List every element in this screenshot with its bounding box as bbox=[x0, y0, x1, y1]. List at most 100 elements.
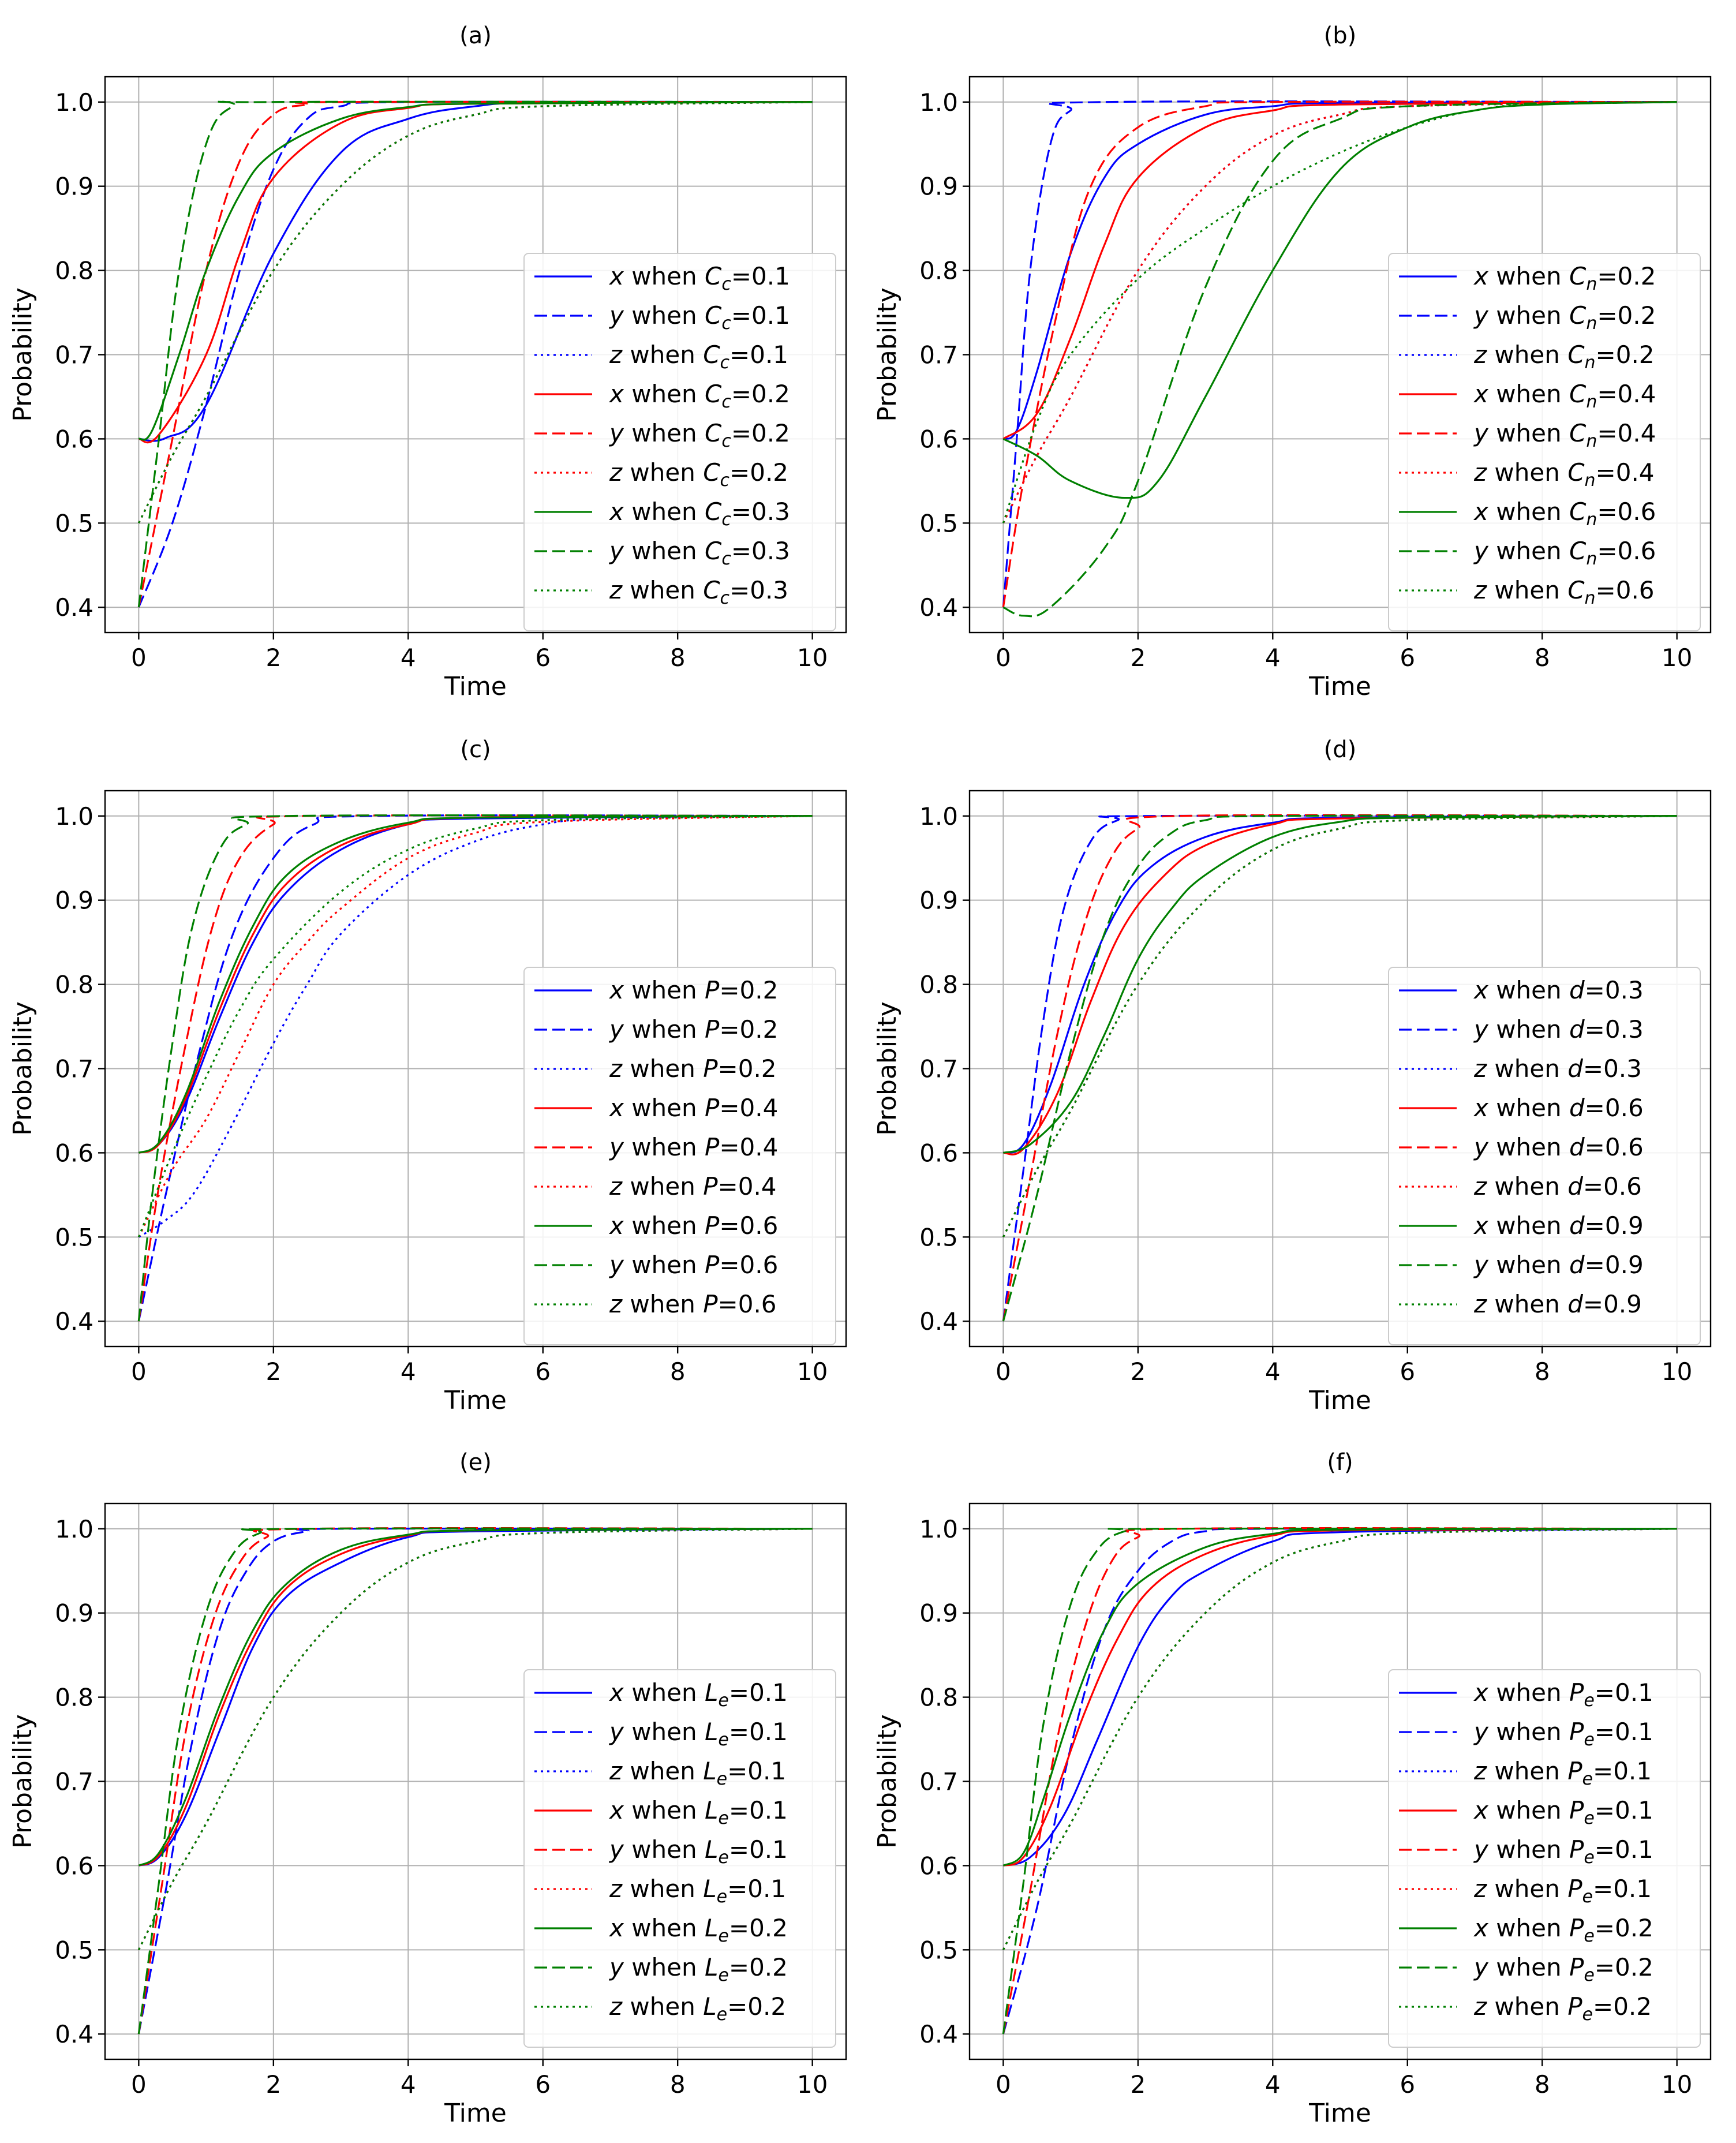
legend-entry: y when P=0.2 bbox=[608, 1015, 778, 1044]
legend-entry: z when Le=0.1 bbox=[609, 1757, 786, 1789]
legend: x when Pe=0.1 y when Pe=0.1 z when Pe=0.1 x… bbox=[1388, 1669, 1701, 2048]
x-tick-label: 6 bbox=[1400, 1357, 1415, 1386]
y-tick-label: 0.6 bbox=[55, 1852, 93, 1880]
series-line-y-0000ff bbox=[137, 814, 813, 1322]
y-tick-label: 0.8 bbox=[919, 1684, 958, 1712]
legend-entry: x when P=0.6 bbox=[608, 1211, 778, 1240]
series-lines bbox=[137, 814, 813, 1322]
y-tick-label: 0.6 bbox=[55, 425, 93, 453]
series-line-x-008000 bbox=[138, 101, 813, 441]
x-axis-label: Time bbox=[1308, 2099, 1371, 2128]
legend-entry: y when Cc=0.3 bbox=[608, 537, 790, 569]
chart-panel-4: (d) 0 2 4 6 8 10 0.4 0.5 0.6 0.7 0.8 0.9 1.0 Time Proba… bbox=[873, 736, 1712, 1415]
x-tick-label: 8 bbox=[670, 2070, 686, 2099]
series-line-y-0000ff bbox=[1002, 100, 1677, 608]
y-tick-label: 1.0 bbox=[55, 802, 93, 831]
series-line-y-ff0000 bbox=[1002, 100, 1677, 608]
y-tick-label: 0.5 bbox=[919, 509, 958, 537]
panel-title: (c) bbox=[460, 736, 491, 763]
series-line-z-ff0000 bbox=[137, 815, 813, 1238]
x-tick-label: 0 bbox=[131, 644, 147, 672]
x-tick-label: 10 bbox=[797, 1357, 828, 1386]
x-tick-label: 2 bbox=[1130, 1357, 1146, 1386]
y-tick-label: 0.5 bbox=[919, 1223, 958, 1251]
panel-title: (e) bbox=[459, 1449, 492, 1476]
series-line-y-008000 bbox=[1002, 814, 1677, 1322]
y-tick-label: 0.9 bbox=[55, 1599, 93, 1628]
series-line-x-0000ff bbox=[1002, 101, 1677, 440]
y-tick-label: 0.4 bbox=[55, 1307, 93, 1336]
legend-entry: y when d=0.9 bbox=[1473, 1251, 1644, 1279]
series-line-z-008000 bbox=[1002, 815, 1677, 1238]
x-tick-label: 4 bbox=[1265, 644, 1281, 672]
legend-entry: x when Pe=0.1 bbox=[1473, 1678, 1653, 1711]
x-tick-label: 0 bbox=[996, 2070, 1011, 2099]
x-tick-label: 6 bbox=[1400, 2070, 1415, 2099]
legend-box bbox=[1388, 967, 1701, 1345]
x-tick-label: 6 bbox=[1400, 644, 1415, 672]
series-line-x-008000 bbox=[138, 1528, 813, 1867]
y-tick-label: 0.7 bbox=[919, 1055, 958, 1083]
series-line-x-008000 bbox=[1002, 815, 1677, 1154]
x-axis-label: Time bbox=[1308, 1386, 1371, 1415]
series-line-y-0000ff bbox=[137, 1527, 813, 2034]
legend-entry: z when Pe=0.1 bbox=[1473, 1875, 1652, 1907]
series-lines bbox=[137, 100, 813, 608]
x-tick-label: 10 bbox=[1662, 2070, 1692, 2099]
legend-entry: y when P=0.6 bbox=[608, 1251, 778, 1279]
x-tick-label: 6 bbox=[535, 1357, 551, 1386]
legend-entry: x when Le=0.1 bbox=[608, 1796, 788, 1828]
series-line-z-008000 bbox=[137, 815, 813, 1237]
x-tick-label: 8 bbox=[670, 644, 686, 672]
x-tick-label: 0 bbox=[996, 1357, 1011, 1386]
x-tick-label: 10 bbox=[797, 644, 828, 672]
y-tick-label: 0.5 bbox=[919, 1936, 958, 1964]
legend-entry: y when Cn=0.4 bbox=[1473, 419, 1656, 451]
legend-entry: z when Cc=0.3 bbox=[609, 576, 788, 608]
legend-entry: x when P=0.2 bbox=[608, 976, 778, 1004]
y-tick-label: 0.8 bbox=[919, 971, 958, 999]
y-axis-label: Probability bbox=[8, 287, 38, 422]
legend-entry: z when Cn=0.6 bbox=[1473, 576, 1655, 608]
ticks bbox=[98, 815, 813, 1353]
x-axis-label: Time bbox=[444, 672, 507, 701]
legend: x when Cn=0.2 y when Cn=0.2 z when Cn=0.2 x… bbox=[1388, 253, 1701, 631]
x-tick-label: 6 bbox=[535, 644, 551, 672]
y-tick-label: 0.6 bbox=[55, 1139, 93, 1167]
series-line-z-008000 bbox=[137, 101, 813, 524]
chart-panel-2: (b) 0 2 4 6 8 10 0.4 0.5 0.6 0.7 0.8 0.9 1.0 Time Proba… bbox=[873, 23, 1712, 701]
x-tick-label: 2 bbox=[1130, 2070, 1146, 2099]
panel-title: (a) bbox=[459, 23, 492, 49]
legend-entry: y when d=0.3 bbox=[1473, 1015, 1644, 1044]
legend-entry: x when Cn=0.2 bbox=[1473, 262, 1656, 294]
legend-entry: y when d=0.6 bbox=[1473, 1133, 1644, 1161]
y-tick-label: 0.6 bbox=[919, 425, 958, 453]
legend-entry: x when Cc=0.3 bbox=[608, 498, 790, 530]
y-tick-label: 0.4 bbox=[919, 2020, 958, 2048]
series-line-z-008000 bbox=[137, 1528, 813, 1951]
legend-entry: y when Le=0.1 bbox=[608, 1835, 788, 1868]
x-tick-label: 2 bbox=[265, 2070, 281, 2099]
legend-entry: z when P=0.4 bbox=[609, 1172, 777, 1200]
series-line-x-0000ff bbox=[1002, 1528, 1677, 1867]
ticks bbox=[98, 1528, 813, 2066]
series-line-y-008000 bbox=[137, 100, 813, 608]
legend-entry: z when Le=0.1 bbox=[609, 1875, 786, 1907]
legend-entry: z when P=0.2 bbox=[609, 1054, 777, 1083]
series-lines bbox=[1002, 1527, 1677, 2034]
series-line-y-0000ff bbox=[1002, 814, 1677, 1322]
legend-box bbox=[1388, 1669, 1701, 2048]
y-tick-label: 0.7 bbox=[919, 1768, 958, 1796]
series-line-z-008000 bbox=[1002, 1528, 1677, 1951]
x-tick-label: 4 bbox=[1265, 1357, 1281, 1386]
chart-panel-6: (f) 0 2 4 6 8 10 0.4 0.5 0.6 0.7 0.8 0.9 1.0 Time Proba… bbox=[873, 1449, 1712, 2128]
legend-entry: y when Cn=0.2 bbox=[1473, 301, 1656, 334]
y-tick-label: 0.9 bbox=[919, 1599, 958, 1628]
legend-entry: z when Le=0.2 bbox=[609, 1992, 786, 2025]
series-line-y-ff0000 bbox=[137, 814, 813, 1322]
series-line-x-008000 bbox=[1002, 101, 1677, 499]
y-tick-label: 0.5 bbox=[55, 509, 93, 537]
y-tick-label: 0.4 bbox=[55, 593, 93, 622]
ticks bbox=[963, 101, 1678, 639]
